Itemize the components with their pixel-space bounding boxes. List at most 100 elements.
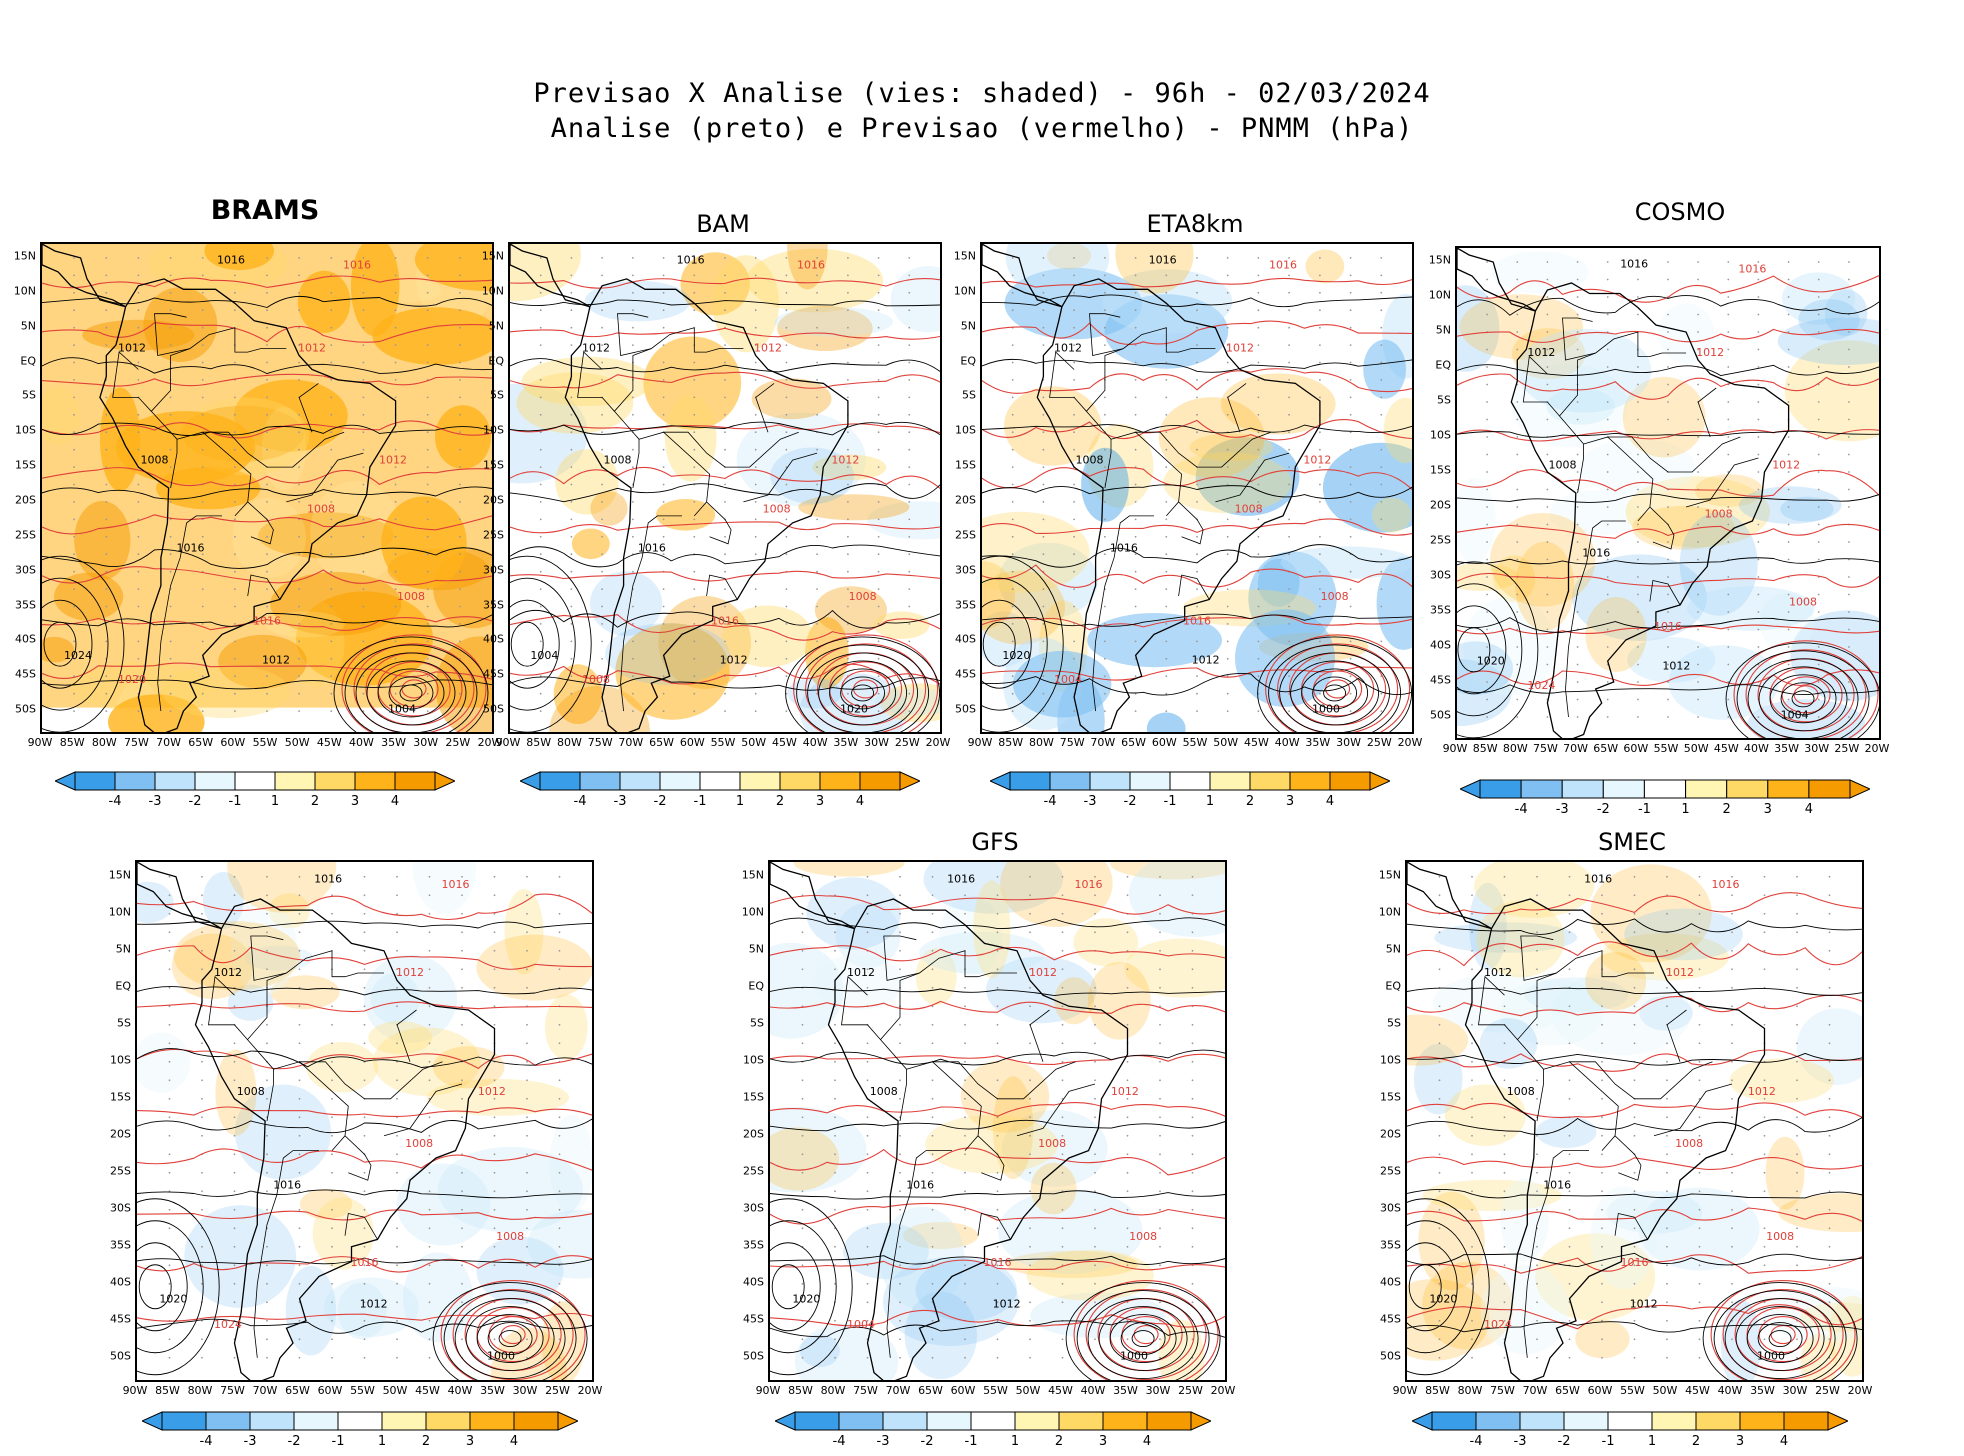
- isobar-label: 1000: [487, 1349, 515, 1362]
- bias-shading-cell: [412, 862, 476, 914]
- isobar-label: 1012: [396, 966, 424, 979]
- bias-shading-cell: [218, 634, 307, 689]
- isobar-label: 1016: [677, 254, 705, 267]
- colorbar-segment: [469, 1411, 515, 1431]
- isobar-label: 1004: [530, 649, 558, 662]
- isobar-label: 1012: [831, 454, 859, 467]
- bias-shading-cell: [115, 411, 256, 484]
- bias-shading-cell: [806, 877, 901, 950]
- isobar-label: 1008: [1675, 1137, 1703, 1150]
- x-axis-label: 80W: [556, 736, 582, 749]
- x-axis-label: 80W: [1028, 736, 1054, 749]
- isobar-label: 1012: [1303, 454, 1331, 467]
- x-axis-label: 25W: [445, 736, 471, 749]
- colorbar-segment: [1329, 771, 1371, 791]
- y-axis-label: 5S: [1437, 393, 1451, 407]
- bias-shading-cell: [245, 945, 313, 971]
- bias-shading-cell: [736, 412, 866, 507]
- map-svg-untitled: 1016 1016 1012 1012 1008 1008 1016 1012 1020 1024…: [137, 862, 592, 1380]
- y-axis-label: 45S: [743, 1312, 764, 1326]
- x-axis-label: 60W: [950, 1384, 976, 1397]
- isobar-label: 1012: [1630, 1298, 1658, 1311]
- x-axis-label: 30W: [1804, 742, 1830, 755]
- x-axis-label: 65W: [649, 736, 674, 749]
- bias-shading-cell: [973, 880, 1011, 979]
- bias-shading-cell: [437, 1146, 583, 1233]
- colorbar-label: 3: [1735, 1434, 1745, 1449]
- title-line-1: Previsao X Analise (vies: shaded) - 96h …: [533, 78, 1431, 109]
- bias-shading-cell: [1590, 1186, 1657, 1290]
- colorbar-gfs: -4 -3 -2 -1 1 2 3 4: [773, 1410, 1213, 1456]
- colorbar-label: -4: [573, 794, 587, 809]
- y-axis-label: 40S: [15, 632, 36, 646]
- colorbar-segment: [394, 771, 436, 791]
- isobar-label: 1008: [1507, 1085, 1535, 1098]
- isobar-label: 1012: [262, 654, 290, 667]
- isobar-label: 1012: [1226, 341, 1254, 354]
- bias-shading-cell: [882, 1257, 1019, 1346]
- bias-shading-cell: [1220, 373, 1336, 435]
- bias-shading-cell: [268, 893, 310, 929]
- title-line-2: Analise (preto) e Previsao (vermelho) - …: [550, 113, 1414, 144]
- country-borders: [841, 935, 1096, 1358]
- coastline: [1407, 862, 1766, 1380]
- bias-shading-cell: [770, 942, 844, 1039]
- bias-shading-cell: [712, 255, 780, 353]
- x-axis-label: 55W: [350, 1384, 375, 1397]
- y-axis-label: 35S: [483, 598, 504, 611]
- colorbar-segment: [779, 771, 821, 791]
- colorbar-segment: [249, 1411, 295, 1431]
- bias-shading-cell: [1824, 289, 1868, 336]
- isobar-label: 1012: [1192, 654, 1220, 667]
- y-axis-label: 45S: [483, 667, 504, 681]
- y-axis-label: 25S: [483, 528, 504, 542]
- isobar-label: 1012: [1662, 659, 1690, 672]
- isobar-label: 1012: [1484, 966, 1512, 979]
- isobar-label: 1008: [307, 502, 335, 515]
- bias-shading-cell: [363, 954, 458, 1043]
- y-axis-label: 10S: [743, 1053, 764, 1067]
- y-axis-label: 35S: [1380, 1238, 1401, 1252]
- bias-shading-cell: [372, 307, 492, 365]
- bias-shading-cell: [1257, 558, 1300, 607]
- colorbar-segment: [274, 771, 316, 791]
- y-axis-label: 5S: [962, 388, 976, 402]
- map-bam: 1016 1016 1012 1012 1008 1008 1016 1012 1004 1008…: [508, 242, 942, 734]
- isobar-label: 1016: [1582, 547, 1610, 560]
- y-axis-label: 35S: [15, 598, 36, 611]
- isobar-label: 1016: [1183, 615, 1211, 628]
- x-axis-label: 35W: [480, 1384, 505, 1397]
- grid-dots: [1486, 261, 1850, 718]
- bias-shading-cell: [261, 406, 306, 491]
- bias-shading-cell: [873, 611, 930, 639]
- bias-shading-cell: [1535, 1116, 1597, 1149]
- bias-shading-cell: [504, 889, 544, 975]
- y-axis-label: EQ: [115, 979, 131, 993]
- analysis-isobars: [982, 294, 1412, 732]
- isobar-label: 1020: [1429, 1292, 1457, 1305]
- y-axis-label: 35S: [110, 1238, 131, 1252]
- colorbar-segment: [1209, 771, 1251, 791]
- bias-shading-cell: [798, 494, 910, 521]
- colorbar-label: 2: [775, 794, 785, 809]
- map-svg-bam: 1016 1016 1012 1012 1008 1008 1016 1012 1004 1008…: [510, 244, 940, 732]
- bias-shading-cell: [368, 1021, 433, 1055]
- bias-shading-cell: [919, 931, 1046, 975]
- colorbar-label: -1: [1601, 1434, 1615, 1449]
- isobar-label: 1012: [754, 341, 782, 354]
- colorbar-svg: [988, 771, 1392, 791]
- x-axis-label: 90W: [27, 736, 53, 749]
- y-axis-label: 50S: [110, 1349, 131, 1363]
- analysis-isobars: [1407, 918, 1862, 1380]
- colorbar-label: -1: [1163, 794, 1177, 809]
- x-axis-label: 70W: [618, 736, 644, 749]
- colorbar-label: -4: [1043, 794, 1057, 809]
- x-axis-label: 50W: [741, 736, 767, 749]
- colorbar-label: -2: [653, 794, 667, 809]
- bias-shading-cell: [215, 1049, 257, 1136]
- bias-shading-cell: [643, 336, 742, 430]
- colorbar-segment: [293, 1411, 339, 1431]
- colorbar-segment: [1089, 771, 1131, 791]
- bias-shading-cell: [1457, 641, 1513, 695]
- colorbar-segment: [1169, 771, 1211, 791]
